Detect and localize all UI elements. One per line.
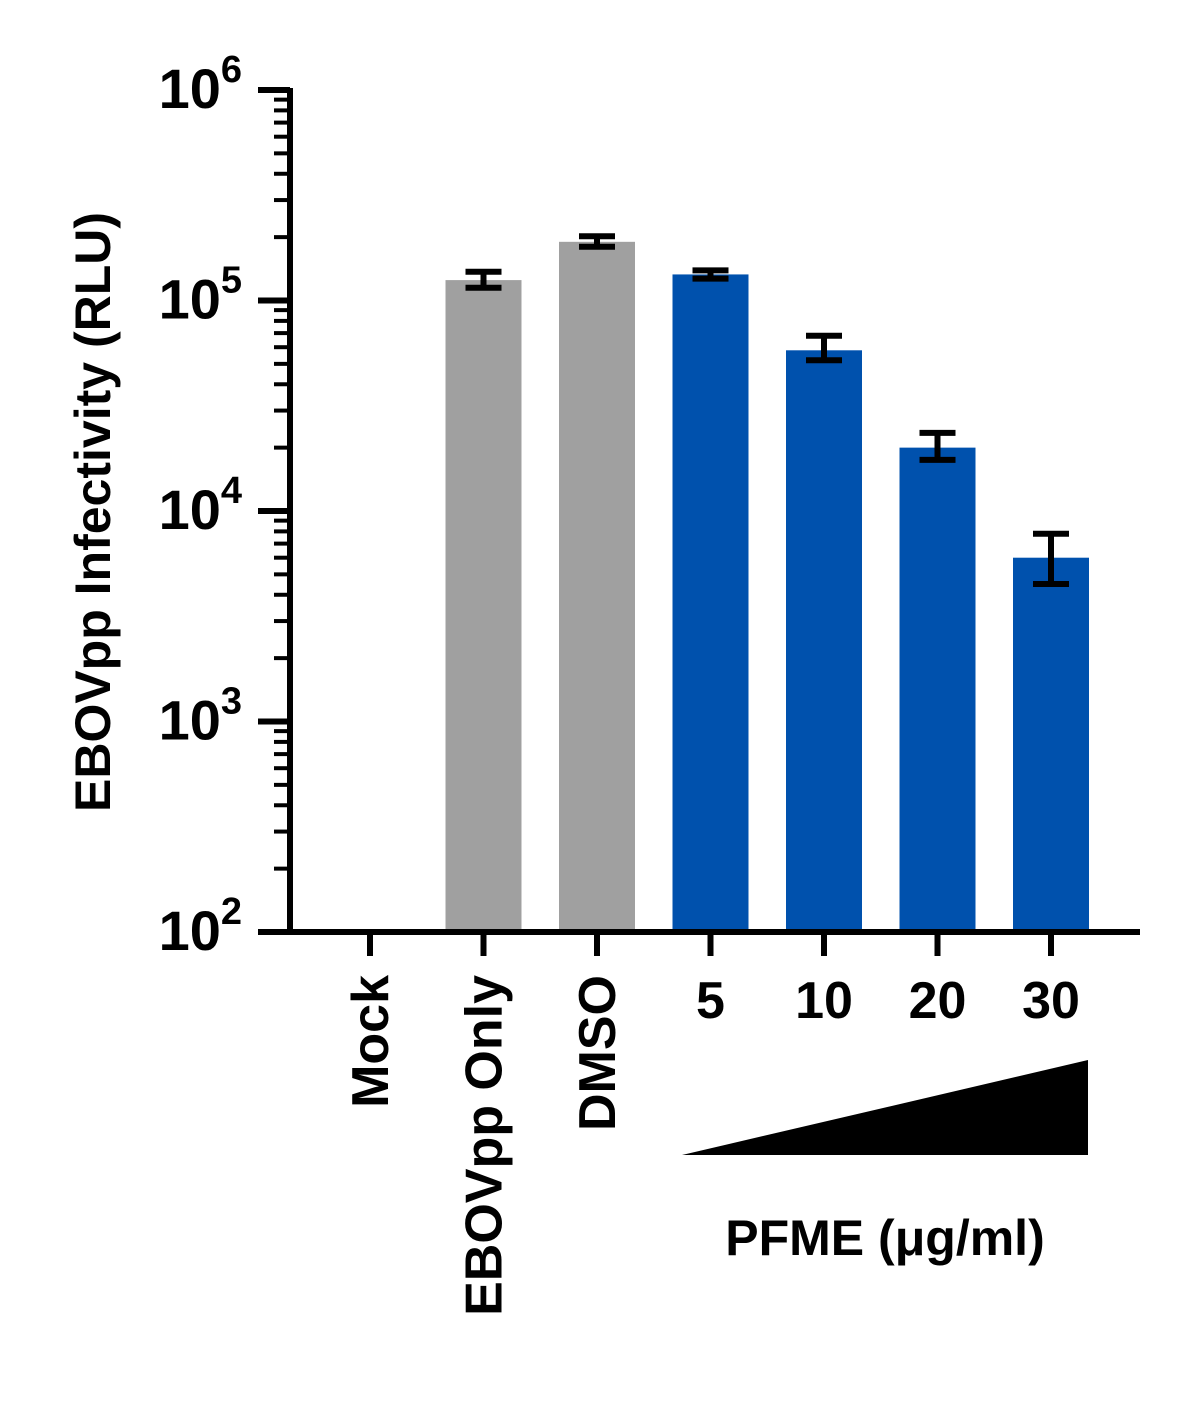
labels-group: 102 103 104 105 106 Mock EBOVpp Only DMSO 5 10 20 3…: [159, 49, 1080, 1316]
y-axis-title: EBOVpp Infectivity (RLU): [65, 212, 121, 812]
bar-10: [786, 350, 862, 932]
x-tick-label: EBOVpp Only: [456, 975, 514, 1316]
bar-ebovpp-only: [445, 280, 522, 932]
bar-dmso: [559, 241, 635, 932]
error-bar-10: [806, 332, 842, 364]
x-tick-label: DMSO: [569, 975, 627, 1131]
error-bar-5: [692, 267, 729, 282]
y-tick-label: 104: [159, 470, 242, 541]
x-tick-label: 30: [1022, 972, 1080, 1030]
error-bar-30: [1033, 530, 1069, 587]
error-bar-dmso: [579, 233, 615, 250]
y-tick-label: 103: [159, 681, 242, 752]
x-tick-label: 20: [909, 972, 967, 1030]
y-tick-label: 106: [159, 49, 242, 120]
bar-5: [672, 274, 749, 933]
y-tick-label: 105: [159, 260, 242, 331]
bar-20: [899, 447, 976, 932]
y-tick-label: 102: [159, 891, 242, 962]
bars-group: [445, 241, 1089, 933]
x-tick-label: Mock: [342, 975, 400, 1108]
error-bar-20: [919, 429, 956, 463]
error-bar-ebovpp-only: [465, 268, 502, 291]
axes-group: [258, 87, 1140, 956]
concentration-gradient-wedge: [682, 1060, 1088, 1155]
bar-30: [1013, 557, 1089, 932]
x-tick-label: 10: [795, 972, 853, 1030]
pfme-concentration-label: PFME (μg/ml): [725, 1210, 1044, 1266]
error-bars-group: [465, 233, 1069, 587]
x-tick-label: 5: [696, 972, 725, 1030]
